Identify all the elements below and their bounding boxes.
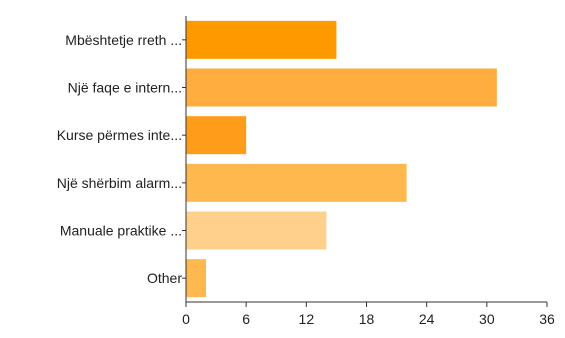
- bar-5: [186, 259, 207, 298]
- x-tick-label-6: 36: [539, 311, 555, 327]
- x-tick-label-1: 6: [242, 311, 250, 327]
- x-tick-labels-group: 0 6 12 18 24 30 36: [182, 311, 555, 327]
- bar-1: [186, 68, 497, 107]
- x-tick-label-3: 18: [359, 311, 375, 327]
- category-label-4: Manuale praktike ...: [60, 223, 182, 239]
- bar-4: [186, 211, 327, 250]
- x-tick-label-2: 12: [299, 311, 315, 327]
- category-label-1: Një faqe e intern...: [68, 80, 182, 96]
- bar-2: [186, 116, 247, 155]
- category-label-3: Një shërbim alarm...: [57, 175, 182, 191]
- category-label-5: Other: [147, 270, 182, 286]
- bars-group: [186, 20, 497, 298]
- bar-0: [186, 20, 337, 59]
- axes-group: [182, 16, 548, 307]
- x-tick-label-4: 24: [419, 311, 435, 327]
- x-tick-label-0: 0: [182, 311, 190, 327]
- category-label-2: Kurse përmes inte...: [57, 127, 182, 143]
- x-tick-label-5: 30: [479, 311, 495, 327]
- category-labels-group: Mbështetje rreth ... Një faqe e intern...…: [57, 32, 183, 286]
- category-label-0: Mbështetje rreth ...: [65, 32, 182, 48]
- bar-3: [186, 163, 407, 202]
